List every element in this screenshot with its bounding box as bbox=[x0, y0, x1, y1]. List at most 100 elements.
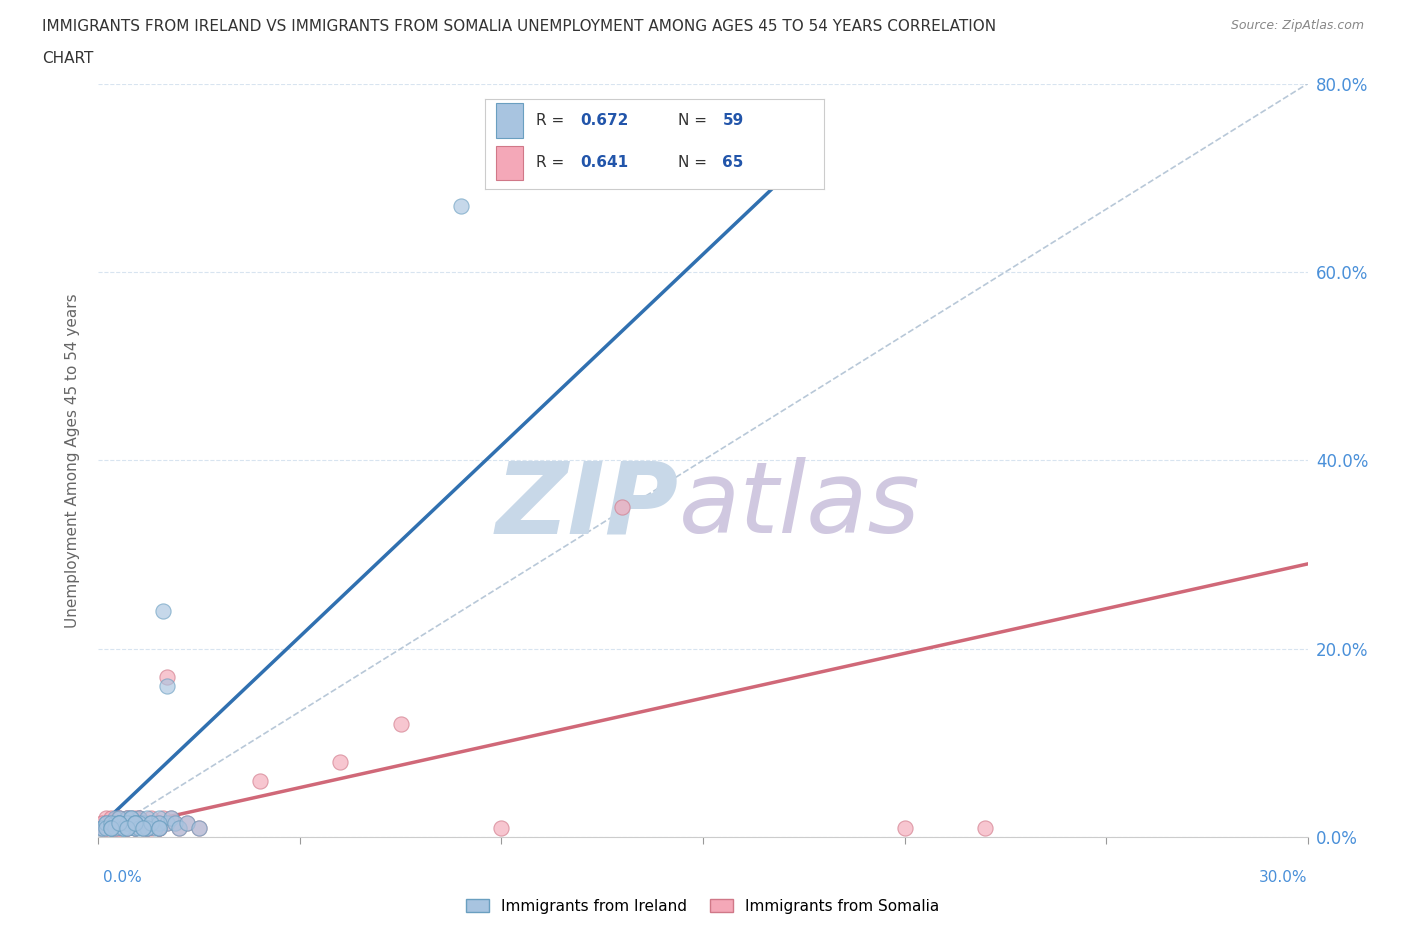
Text: 0.0%: 0.0% bbox=[103, 870, 142, 884]
Point bbox=[156, 816, 179, 830]
Point bbox=[111, 820, 134, 835]
Point bbox=[91, 816, 114, 830]
Point bbox=[103, 820, 125, 835]
Point bbox=[91, 820, 114, 835]
Point bbox=[91, 820, 114, 835]
Point bbox=[111, 820, 134, 835]
Text: atlas: atlas bbox=[679, 457, 921, 554]
Text: IMMIGRANTS FROM IRELAND VS IMMIGRANTS FROM SOMALIA UNEMPLOYMENT AMONG AGES 45 TO: IMMIGRANTS FROM IRELAND VS IMMIGRANTS FR… bbox=[42, 19, 997, 33]
Point bbox=[124, 820, 146, 835]
Point bbox=[103, 816, 125, 830]
Point bbox=[135, 820, 157, 835]
Text: Source: ZipAtlas.com: Source: ZipAtlas.com bbox=[1230, 19, 1364, 32]
Point bbox=[124, 820, 146, 835]
Point bbox=[167, 820, 190, 835]
Point bbox=[132, 816, 155, 830]
Point bbox=[132, 820, 155, 835]
Point bbox=[115, 820, 138, 835]
Point bbox=[124, 820, 146, 835]
Point bbox=[188, 820, 211, 835]
Point bbox=[100, 820, 122, 835]
Point bbox=[115, 820, 138, 835]
Point bbox=[115, 820, 138, 835]
Point bbox=[329, 754, 352, 769]
Point bbox=[120, 816, 142, 830]
Point bbox=[156, 679, 179, 694]
Point bbox=[96, 811, 118, 826]
Point bbox=[107, 816, 129, 830]
Point bbox=[100, 811, 122, 826]
Y-axis label: Unemployment Among Ages 45 to 54 years: Unemployment Among Ages 45 to 54 years bbox=[65, 293, 80, 628]
Point bbox=[148, 820, 170, 835]
Point bbox=[139, 816, 162, 830]
Point bbox=[103, 811, 125, 826]
Point bbox=[491, 820, 513, 835]
Point bbox=[249, 773, 271, 788]
Point bbox=[107, 816, 129, 830]
Point bbox=[139, 820, 162, 835]
Point bbox=[115, 820, 138, 835]
Point bbox=[135, 820, 157, 835]
Point bbox=[148, 816, 170, 830]
Point bbox=[111, 816, 134, 830]
Point bbox=[176, 816, 198, 830]
Point bbox=[124, 816, 146, 830]
Point bbox=[135, 820, 157, 835]
Point bbox=[132, 820, 155, 835]
Point bbox=[135, 811, 157, 826]
Point bbox=[124, 816, 146, 830]
Point bbox=[103, 816, 125, 830]
Point bbox=[128, 816, 150, 830]
Point bbox=[135, 816, 157, 830]
Point bbox=[148, 820, 170, 835]
Point bbox=[132, 816, 155, 830]
Point bbox=[135, 820, 157, 835]
Point bbox=[148, 820, 170, 835]
Legend: Immigrants from Ireland, Immigrants from Somalia: Immigrants from Ireland, Immigrants from… bbox=[460, 893, 946, 920]
Point bbox=[148, 820, 170, 835]
Point bbox=[148, 811, 170, 826]
Point bbox=[100, 820, 122, 835]
Point bbox=[124, 811, 146, 826]
Point bbox=[115, 816, 138, 830]
Point bbox=[120, 811, 142, 826]
Point bbox=[107, 811, 129, 826]
Point bbox=[115, 811, 138, 826]
Point bbox=[128, 811, 150, 826]
Point bbox=[188, 820, 211, 835]
Point bbox=[893, 820, 915, 835]
Point bbox=[100, 820, 122, 835]
Point bbox=[163, 816, 186, 830]
Point bbox=[100, 816, 122, 830]
Point bbox=[128, 811, 150, 826]
Point bbox=[139, 811, 162, 826]
Point bbox=[96, 816, 118, 830]
Point bbox=[974, 820, 997, 835]
Point bbox=[612, 500, 634, 515]
Point bbox=[167, 820, 190, 835]
Point bbox=[132, 816, 155, 830]
Point bbox=[148, 816, 170, 830]
Point bbox=[115, 820, 138, 835]
Point bbox=[120, 811, 142, 826]
Point bbox=[450, 199, 472, 214]
Point bbox=[156, 670, 179, 684]
Point bbox=[100, 816, 122, 830]
Point bbox=[103, 820, 125, 835]
Point bbox=[128, 820, 150, 835]
Point bbox=[91, 820, 114, 835]
Point bbox=[100, 816, 122, 830]
Point bbox=[163, 816, 186, 830]
Text: 30.0%: 30.0% bbox=[1260, 870, 1308, 884]
Text: CHART: CHART bbox=[42, 51, 94, 66]
Point bbox=[128, 816, 150, 830]
Point bbox=[100, 816, 122, 830]
Point bbox=[107, 811, 129, 826]
Point bbox=[96, 820, 118, 835]
Point bbox=[160, 811, 183, 826]
Point bbox=[120, 816, 142, 830]
Text: ZIP: ZIP bbox=[496, 457, 679, 554]
Point bbox=[124, 816, 146, 830]
Point bbox=[132, 820, 155, 835]
Point bbox=[152, 811, 174, 826]
